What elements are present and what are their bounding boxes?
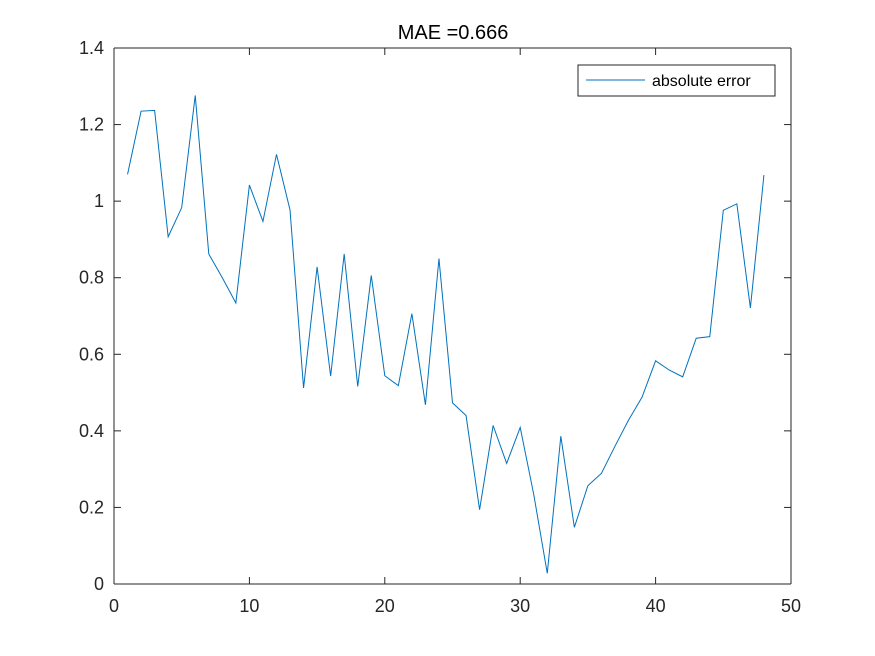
x-tick-label: 10	[239, 596, 259, 616]
legend: absolute error	[577, 64, 776, 97]
y-tick-label: 1.4	[79, 38, 104, 58]
plot-area	[114, 48, 791, 584]
y-tick-label: 0.2	[79, 497, 104, 517]
x-tick-label: 30	[510, 596, 530, 616]
y-tick-label: 1	[94, 191, 104, 211]
series-line-absolute-error	[127, 95, 765, 574]
axes-layer: 0 10 20 30 40 50 0 0.2 0.4 0.6 0.8 1 1.2 1.4	[79, 38, 801, 616]
x-tick-label: 20	[375, 596, 395, 616]
y-tick-label: 0.6	[79, 344, 104, 364]
x-tick-label: 0	[109, 596, 119, 616]
series-layer	[127, 95, 765, 574]
y-tick-label: 0	[94, 574, 104, 594]
x-tick-label: 40	[646, 596, 666, 616]
y-tick-label: 1.2	[79, 115, 104, 135]
y-tick-label: 0.8	[79, 268, 104, 288]
y-tick-label: 0.4	[79, 421, 104, 441]
x-tick-label: 50	[781, 596, 801, 616]
legend-label: absolute error	[652, 73, 751, 90]
chart-title: MAE =0.666	[398, 22, 509, 44]
